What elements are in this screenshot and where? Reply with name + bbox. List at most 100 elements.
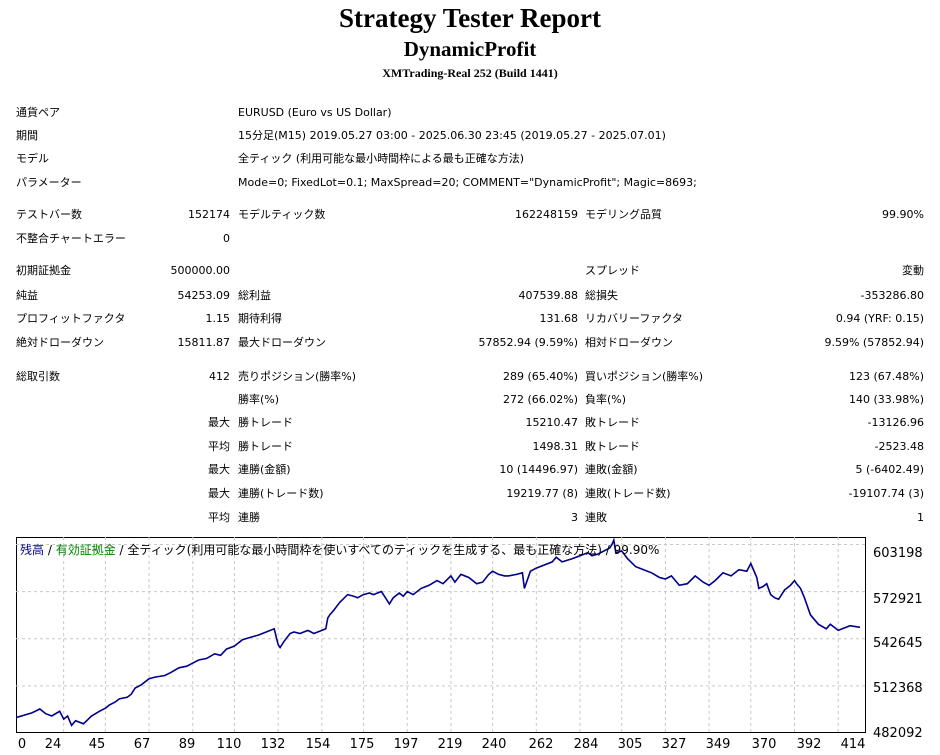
chart-frame bbox=[16, 537, 866, 733]
relative-drawdown-label: 相対ドローダウン bbox=[585, 336, 673, 349]
avg-consec-losses-label: 連敗 bbox=[585, 511, 607, 524]
short-positions-label: 売りポジション(勝率%) bbox=[238, 370, 357, 383]
legend-separator-1: / bbox=[44, 543, 56, 557]
deposit-label: 初期証拠金 bbox=[16, 264, 71, 277]
report-title: Strategy Tester Report bbox=[339, 3, 601, 33]
short-positions-value: 289 (65.40%) bbox=[502, 370, 578, 383]
total-trades-value: 412 bbox=[209, 370, 230, 383]
recovery-factor-label: リカバリーファクタ bbox=[585, 312, 683, 325]
recovery-factor-value: 0.94 (YRF: 0.15) bbox=[835, 312, 924, 325]
parameters-value: Mode=0; FixedLot=0.1; MaxSpread=20; COMM… bbox=[238, 176, 697, 189]
spread-label: スプレッド bbox=[585, 264, 640, 277]
average-loss-value: -2523.48 bbox=[874, 440, 924, 453]
max-prefix-2: 最大 bbox=[208, 463, 230, 476]
quality-value: 99.90% bbox=[882, 208, 924, 221]
long-positions-label: 買いポジション(勝率%) bbox=[585, 370, 704, 383]
x-tick-label: 154 bbox=[305, 737, 331, 752]
x-tick-label: 45 bbox=[88, 737, 106, 752]
y-tick-label: 572921 bbox=[873, 592, 923, 607]
profit-trades-label: 勝率(%) bbox=[238, 393, 280, 406]
max-prefix-3: 最大 bbox=[208, 487, 230, 500]
bars-label: テストバー数 bbox=[16, 208, 82, 221]
x-tick-label: 197 bbox=[393, 737, 419, 752]
largest-profit-value: 15210.47 bbox=[525, 416, 579, 429]
profit-factor-label: プロフィットファクタ bbox=[16, 312, 126, 325]
server-build: XMTrading-Real 252 (Build 1441) bbox=[382, 66, 558, 80]
x-tick-label: 414 bbox=[840, 737, 866, 752]
relative-drawdown-value: 9.59% (57852.94) bbox=[824, 336, 924, 349]
x-tick-label: 67 bbox=[133, 737, 151, 752]
avg-consec-wins-value: 3 bbox=[571, 511, 578, 524]
consec-losses-count-value: -19107.74 (3) bbox=[848, 487, 924, 500]
x-tick-label: 110 bbox=[216, 737, 242, 752]
average-loss-label: 敗トレード bbox=[585, 440, 640, 453]
max-drawdown-label: 最大ドローダウン bbox=[238, 336, 326, 349]
mismatch-label: 不整合チャートエラー bbox=[16, 232, 126, 245]
period-label: 期間 bbox=[16, 129, 38, 142]
balance-line bbox=[16, 537, 861, 727]
loss-trades-value: 140 (33.98%) bbox=[848, 393, 924, 406]
x-tick-label: 327 bbox=[661, 737, 687, 752]
x-tick-label: 392 bbox=[796, 737, 822, 752]
x-tick-label: 132 bbox=[260, 737, 286, 752]
x-tick-label: 305 bbox=[617, 737, 643, 752]
net-profit-label: 純益 bbox=[16, 289, 38, 302]
net-profit-value: 54253.09 bbox=[177, 289, 231, 302]
y-tick-label: 603198 bbox=[873, 546, 923, 561]
balance-chart bbox=[16, 537, 866, 733]
expected-payoff-value: 131.68 bbox=[539, 312, 579, 325]
ticks-value: 162248159 bbox=[515, 208, 578, 221]
average-prefix: 平均 bbox=[208, 440, 230, 453]
long-positions-value: 123 (67.48%) bbox=[848, 370, 924, 383]
legend-balance: 残高 bbox=[20, 543, 45, 557]
model-label: モデル bbox=[16, 152, 49, 165]
mismatch-value: 0 bbox=[223, 232, 230, 245]
parameters-label: パラメーター bbox=[16, 176, 82, 189]
largest-loss-value: -13126.96 bbox=[867, 416, 924, 429]
absolute-drawdown-value: 15811.87 bbox=[177, 336, 231, 349]
consec-wins-amount-label: 連勝(金額) bbox=[238, 463, 291, 476]
consec-wins-amount-value: 10 (14496.97) bbox=[499, 463, 578, 476]
x-tick-label: 262 bbox=[528, 737, 554, 752]
avg-consec-losses-value: 1 bbox=[917, 511, 924, 524]
avg-consec-wins-label: 連勝 bbox=[238, 511, 260, 524]
profit-factor-value: 1.15 bbox=[205, 312, 231, 325]
bars-value: 152174 bbox=[188, 208, 230, 221]
x-tick-label: 175 bbox=[349, 737, 375, 752]
expected-payoff-label: 期待利得 bbox=[238, 312, 282, 325]
x-tick-label: 370 bbox=[751, 737, 777, 752]
average-profit-label: 勝トレード bbox=[238, 440, 293, 453]
gross-loss-label: 総損失 bbox=[585, 289, 618, 302]
y-tick-label: 512368 bbox=[873, 681, 923, 696]
consec-wins-count-label: 連勝(トレード数) bbox=[238, 487, 324, 500]
y-tick-label: 482092 bbox=[873, 726, 923, 741]
profit-trades-value: 272 (66.02%) bbox=[502, 393, 578, 406]
consec-wins-count-value: 19219.77 (8) bbox=[506, 487, 578, 500]
average-prefix-2: 平均 bbox=[208, 511, 230, 524]
deposit-value: 500000.00 bbox=[170, 264, 231, 277]
symbol-label: 通貨ペア bbox=[16, 106, 60, 119]
x-tick-label: 284 bbox=[573, 737, 599, 752]
x-tick-label: 349 bbox=[705, 737, 731, 752]
absolute-drawdown-label: 絶対ドローダウン bbox=[16, 336, 104, 349]
ea-name: DynamicProfit bbox=[403, 37, 537, 61]
x-tick-label: 0 bbox=[17, 737, 27, 752]
loss-trades-label: 負率(%) bbox=[585, 393, 627, 406]
legend-separator-2: / bbox=[115, 543, 128, 557]
balance-chart-svg bbox=[16, 537, 866, 733]
x-tick-label: 219 bbox=[437, 737, 463, 752]
x-tick-label: 240 bbox=[481, 737, 507, 752]
gross-profit-value: 407539.88 bbox=[518, 289, 579, 302]
average-profit-value: 1498.31 bbox=[532, 440, 579, 453]
spread-value: 変動 bbox=[902, 264, 924, 277]
gross-profit-label: 総利益 bbox=[238, 289, 271, 302]
max-drawdown-value: 57852.94 (9.59%) bbox=[478, 336, 578, 349]
largest-loss-label: 敗トレード bbox=[585, 416, 640, 429]
x-tick-label: 24 bbox=[44, 737, 62, 752]
total-trades-label: 総取引数 bbox=[16, 370, 60, 383]
period-value: 15分足(M15) 2019.05.27 03:00 - 2025.06.30 … bbox=[238, 129, 666, 142]
y-tick-label: 542645 bbox=[873, 636, 923, 651]
largest-prefix: 最大 bbox=[208, 416, 230, 429]
quality-label: モデリング品質 bbox=[585, 208, 662, 221]
consec-losses-count-label: 連敗(トレード数) bbox=[585, 487, 671, 500]
